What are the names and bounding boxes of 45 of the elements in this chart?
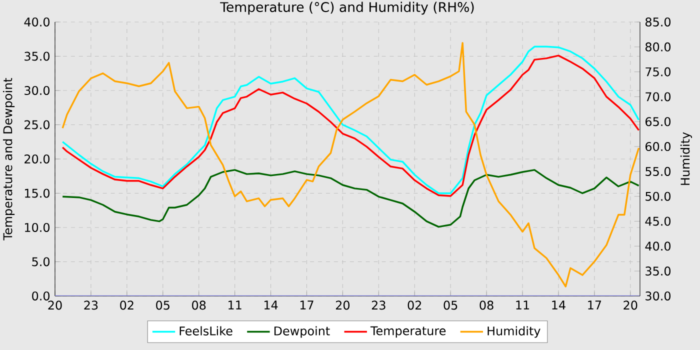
x-tick-label: 02	[408, 300, 422, 310]
y-tick-label: 0.0	[32, 291, 50, 300]
legend-label: FeelsLike	[180, 326, 232, 336]
y2-tick-label: 50.0	[646, 192, 671, 201]
y2-tick-label: 30.0	[646, 291, 671, 300]
y-axis-title: Temperature and Dewpoint	[2, 78, 15, 240]
y2-tick-label: 55.0	[646, 166, 671, 176]
y-tick-label: 35.0	[24, 52, 50, 61]
x-tick-label: 14	[552, 300, 566, 310]
x-tick-label: 11	[516, 300, 530, 310]
x-tick-label: 20	[336, 300, 350, 310]
legend-label: Humidity	[488, 326, 540, 338]
x-tick-label: 17	[588, 300, 602, 310]
y2-axis-title: Humidity	[680, 132, 692, 185]
x-tick-label: 17	[300, 300, 314, 310]
x-tick-label: 23	[372, 300, 386, 310]
y2-tick-label: 40.0	[645, 242, 671, 251]
legend-label: Temperature	[370, 326, 446, 338]
x-tick-label: 05	[156, 300, 170, 310]
x-tick-label: 23	[84, 300, 98, 310]
x-tick-label: 14	[264, 300, 278, 310]
y2-tick-label: 65.0	[646, 117, 671, 126]
x-tick-label: 08	[192, 300, 206, 310]
y2-tick-label: 75.0	[646, 67, 671, 76]
y-tick-label: 30.0	[24, 86, 50, 96]
chart-title: Temperature (°C) and Humidity (RH%)	[220, 2, 474, 15]
y-tick-label: 5.0	[32, 257, 50, 266]
x-tick-label: 02	[120, 300, 134, 310]
legend-label: Dewpoint	[274, 326, 330, 338]
y2-tick-label: 85.0	[645, 17, 671, 27]
y-tick-label: 25.0	[24, 120, 50, 130]
x-tick-label: 20	[624, 300, 638, 310]
y2-tick-label: 45.0	[645, 216, 671, 226]
x-tick-label: 05	[444, 300, 458, 310]
y2-tick-label: 80.0	[645, 42, 671, 52]
y-tick-label: 20.0	[24, 154, 50, 164]
y2-tick-label: 70.0	[646, 92, 671, 102]
x-tick-label: 11	[228, 300, 242, 310]
y2-tick-label: 60.0	[646, 142, 671, 152]
x-tick-label: 20	[48, 300, 62, 310]
y2-tick-label: 35.0	[646, 266, 671, 276]
y-tick-label: 40.0	[24, 17, 50, 27]
x-tick-label: 08	[480, 300, 494, 310]
y-tick-label: 15.0	[24, 188, 50, 198]
y-tick-label: 10.0	[24, 222, 50, 232]
